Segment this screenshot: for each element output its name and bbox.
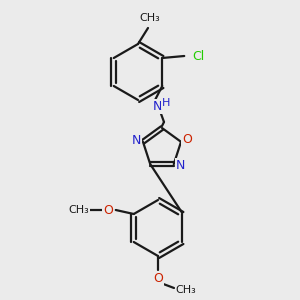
Text: H: H <box>162 98 170 108</box>
Text: Cl: Cl <box>192 50 204 62</box>
Text: CH₃: CH₃ <box>68 205 89 215</box>
Text: N: N <box>152 100 162 112</box>
Text: O: O <box>153 272 163 284</box>
Text: O: O <box>103 203 113 217</box>
Text: CH₃: CH₃ <box>176 285 197 295</box>
Text: CH₃: CH₃ <box>140 13 160 23</box>
Text: N: N <box>176 159 185 172</box>
Text: N: N <box>131 134 141 147</box>
Text: O: O <box>182 133 192 146</box>
